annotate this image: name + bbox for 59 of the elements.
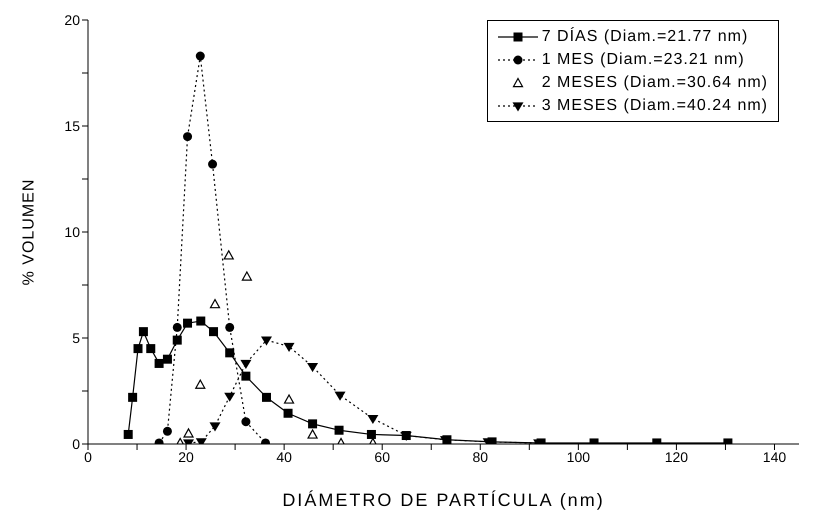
point xyxy=(128,392,138,402)
legend-label: 1 MES (Diam.=23.21 nm) xyxy=(542,50,745,68)
x-tick-label: 140 xyxy=(762,448,786,465)
point xyxy=(154,358,164,368)
point xyxy=(183,428,194,438)
point xyxy=(195,380,206,389)
point xyxy=(240,360,252,369)
point xyxy=(196,316,206,326)
y-tick-label: 15 xyxy=(64,118,80,134)
point xyxy=(224,250,234,260)
point xyxy=(134,344,143,354)
point xyxy=(307,429,318,439)
point xyxy=(284,342,295,352)
y-tick-label: 0 xyxy=(72,436,80,452)
point xyxy=(162,354,172,364)
point xyxy=(284,394,294,404)
y-tick-label: 20 xyxy=(64,12,80,28)
point xyxy=(183,132,192,142)
point xyxy=(366,430,376,439)
point xyxy=(210,422,220,432)
x-tick-label: 80 xyxy=(472,448,488,465)
point xyxy=(146,344,156,354)
y-tick-label: 5 xyxy=(72,330,80,346)
point xyxy=(334,426,344,435)
y-tick-label: 10 xyxy=(64,224,80,240)
x-tick-label: 40 xyxy=(276,448,292,465)
point xyxy=(210,298,220,308)
point xyxy=(208,160,218,169)
point xyxy=(308,419,318,428)
point xyxy=(307,363,318,372)
point xyxy=(260,336,272,346)
point xyxy=(172,336,182,345)
point xyxy=(284,408,293,418)
point xyxy=(242,271,252,281)
legend-label: 2 MESES (Diam.=30.64 nm) xyxy=(542,74,768,92)
point xyxy=(172,322,182,332)
legend-label: 7 DÍAS (Diam.=21.77 nm) xyxy=(542,28,748,46)
x-axis-title: DIÁMETRO DE PARTÍCULA (nm) xyxy=(282,490,605,510)
point xyxy=(262,392,271,402)
point xyxy=(162,426,172,436)
point xyxy=(241,372,250,381)
x-tick-label: 120 xyxy=(664,448,688,465)
legend-label: 3 MESES (Diam.=40.24 nm) xyxy=(542,96,768,114)
point xyxy=(334,392,346,401)
x-tick-label: 20 xyxy=(178,448,194,465)
x-tick-label: 60 xyxy=(374,448,390,465)
point xyxy=(367,414,378,424)
point xyxy=(225,348,234,358)
x-tick-label: 100 xyxy=(566,448,590,465)
point xyxy=(138,327,148,336)
point xyxy=(224,392,236,402)
point xyxy=(241,417,250,426)
point xyxy=(124,430,133,439)
point xyxy=(196,52,205,61)
x-tick-label: 0 xyxy=(84,448,92,465)
point xyxy=(225,322,234,332)
y-axis-title: % VOLUMEN xyxy=(20,178,38,286)
point xyxy=(183,318,192,328)
point xyxy=(209,327,218,336)
